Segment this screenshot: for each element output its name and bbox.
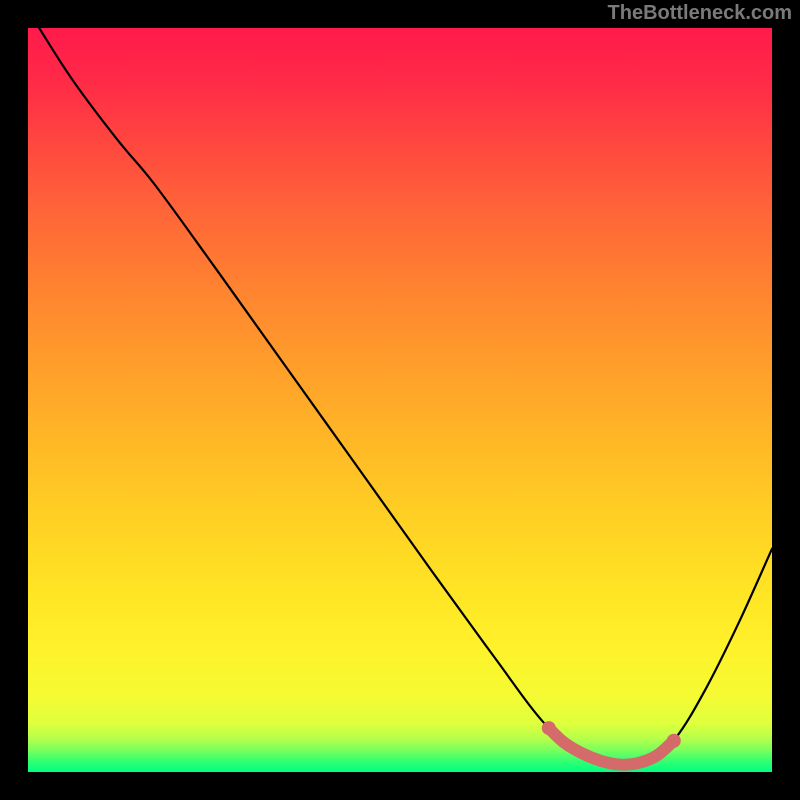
plot-area <box>28 28 772 772</box>
gradient-background <box>28 28 772 772</box>
watermark-text: TheBottleneck.com <box>608 2 792 25</box>
chart-canvas: TheBottleneck.com <box>0 0 800 800</box>
highlight-start-dot <box>542 721 556 735</box>
bottleneck-chart <box>28 28 772 772</box>
highlight-end-dot <box>667 734 681 748</box>
